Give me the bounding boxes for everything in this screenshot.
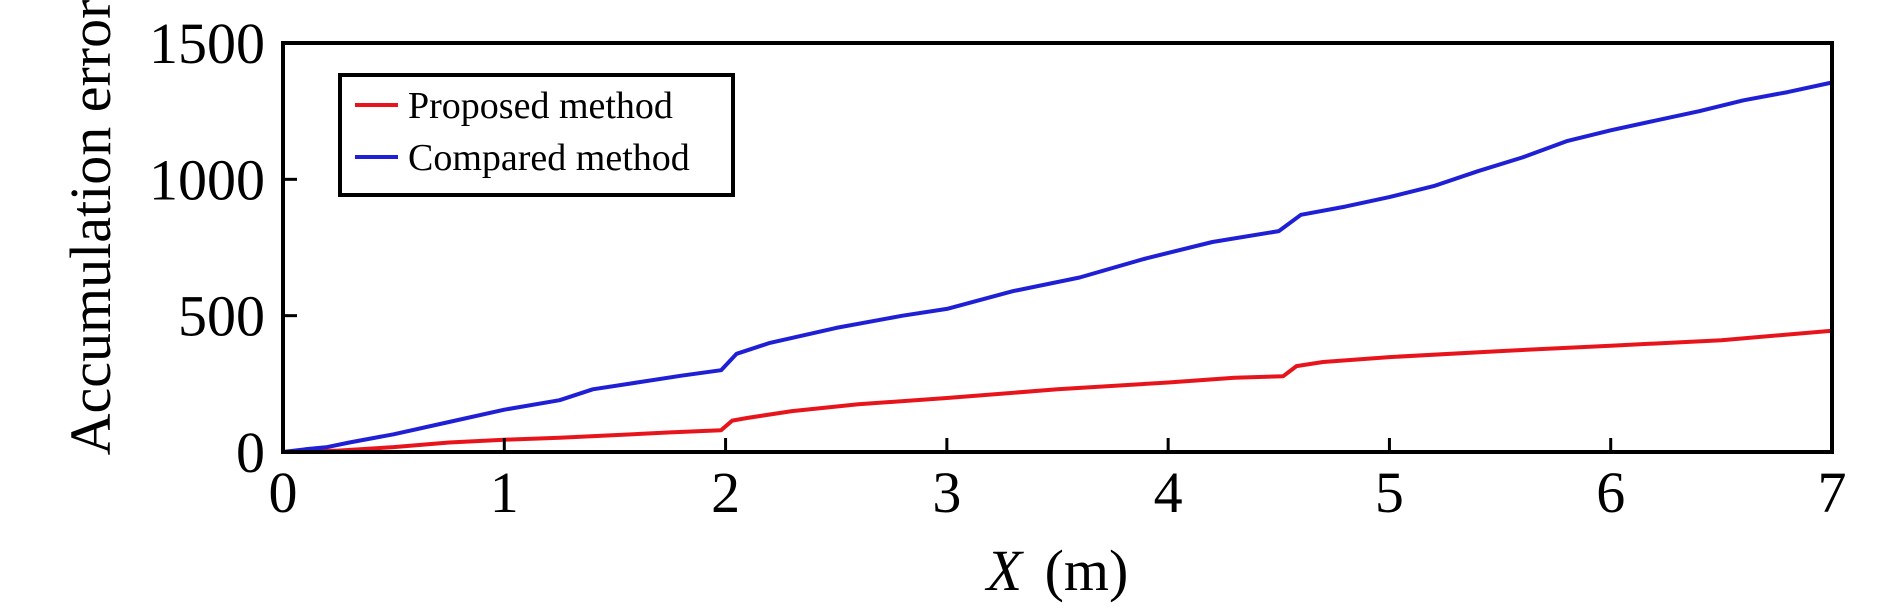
legend-label-compared-method: Compared method: [408, 137, 690, 179]
x-axis-title-var: X: [985, 538, 1025, 603]
series-line-proposed-method: [282, 328, 1833, 454]
x-axis-title: X (m): [985, 538, 1129, 603]
x-tick-label: 3: [932, 460, 961, 525]
y-tick-label: 500: [178, 284, 265, 349]
x-axis-ticks: 0 1 2 3 4 5 6 7: [269, 438, 1847, 525]
x-tick-label: 2: [711, 460, 740, 525]
legend: Proposed method Compared method: [338, 73, 735, 197]
x-tick-label: 1: [490, 460, 519, 525]
legend-box: [338, 73, 735, 197]
y-axis-title: Accumulation error: [58, 0, 123, 455]
series-line-compared-method: [282, 80, 1833, 454]
y-axis-ticks: 0 500 1000 1500: [149, 11, 297, 485]
y-tick-label: 1500: [149, 11, 265, 76]
x-tick-label: 0: [269, 460, 298, 525]
x-axis-title-unit: (m): [1045, 538, 1129, 603]
x-tick-label: 4: [1154, 460, 1183, 525]
x-tick-label: 6: [1596, 460, 1625, 525]
y-tick-label: 1000: [149, 147, 265, 212]
x-tick-label: 7: [1818, 460, 1847, 525]
plot-frame: [281, 41, 1834, 454]
y-tick-label: 0: [236, 420, 265, 485]
x-tick-label: 5: [1375, 460, 1404, 525]
legend-label-proposed-method: Proposed method: [408, 85, 673, 127]
